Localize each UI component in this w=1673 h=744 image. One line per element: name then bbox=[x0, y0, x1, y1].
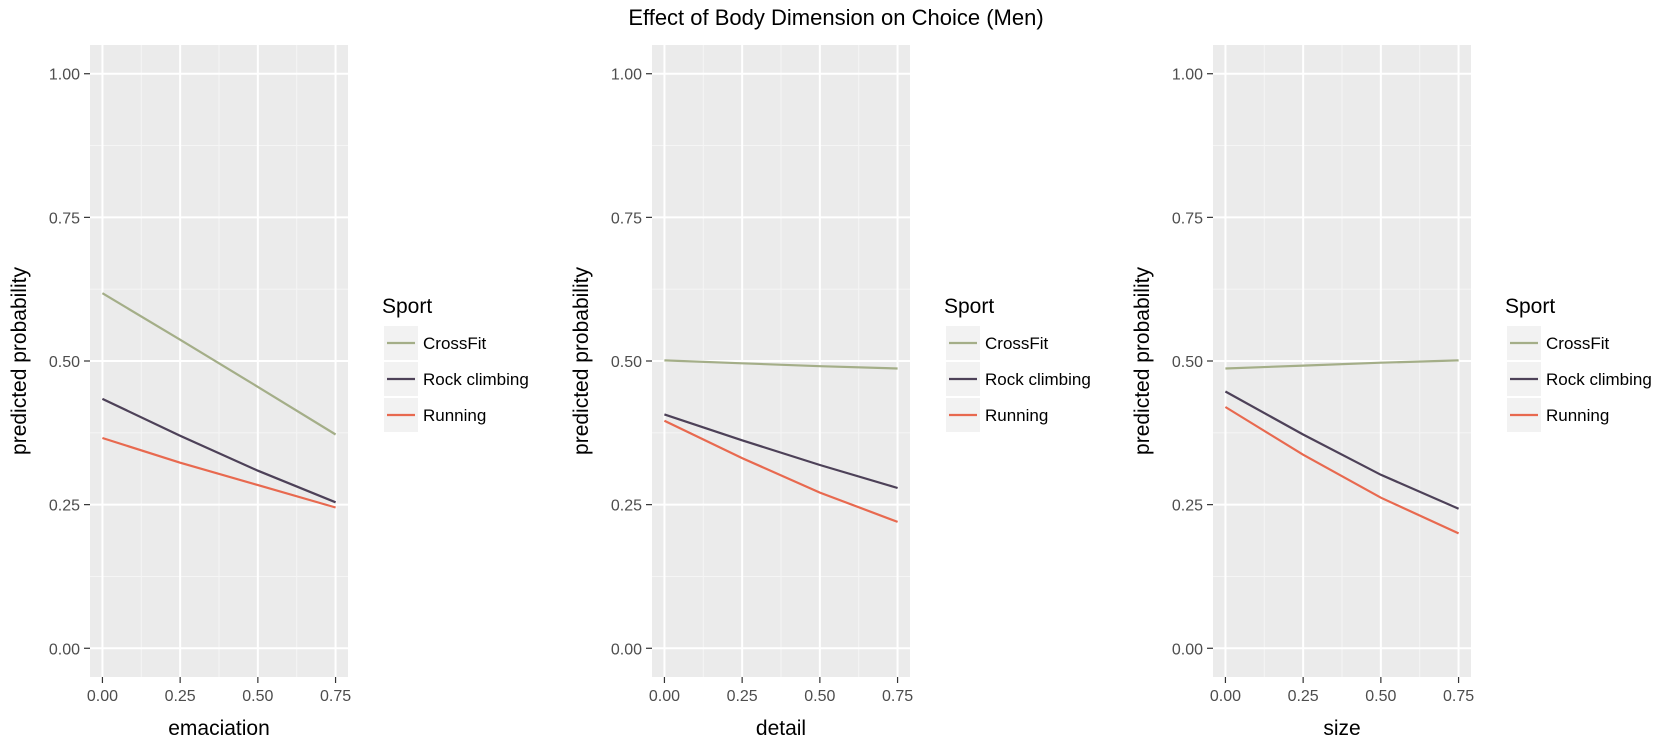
y-tick-label: 0.50 bbox=[611, 354, 642, 371]
x-tick-label: 0.75 bbox=[320, 688, 351, 705]
legend: Sport CrossFit Rock climbing Running bbox=[944, 295, 1091, 432]
y-tick-label: 0.50 bbox=[1172, 354, 1203, 371]
y-tick-label: 0.25 bbox=[1172, 498, 1203, 515]
x-tick-label: 0.25 bbox=[1288, 688, 1319, 705]
panel-2: 0.00 0.25 0.50 0.75 1.00 0.00 0.25 0.50 0.75 deta… bbox=[570, 45, 1091, 740]
panel-3: 0.00 0.25 0.50 0.75 1.00 0.00 0.25 0.50 0.75 size… bbox=[1131, 45, 1652, 740]
x-tick-label: 0.00 bbox=[1210, 688, 1241, 705]
legend-title: Sport bbox=[944, 295, 994, 318]
legend-label: Running bbox=[423, 406, 486, 425]
x-tick-label: 0.00 bbox=[649, 688, 680, 705]
series-line-rock-climbing bbox=[664, 413, 898, 490]
legend-label: Rock climbing bbox=[1546, 370, 1652, 389]
series-line-running bbox=[102, 436, 336, 509]
y-tick-label: 0.75 bbox=[1172, 210, 1203, 227]
x-axis-title: emaciation bbox=[168, 717, 270, 740]
y-tick-label: 0.50 bbox=[49, 354, 80, 371]
series-line-crossfit bbox=[664, 359, 898, 370]
x-tick-label: 0.75 bbox=[1443, 688, 1474, 705]
x-tick-label: 0.00 bbox=[87, 688, 118, 705]
legend-title: Sport bbox=[1505, 295, 1555, 318]
legend: Sport CrossFit Rock climbing Running bbox=[1505, 295, 1652, 432]
legend-label: CrossFit bbox=[1546, 334, 1610, 353]
y-tick-label: 1.00 bbox=[1172, 67, 1203, 84]
x-axis-title: detail bbox=[756, 717, 806, 740]
y-tick-label: 0.25 bbox=[49, 498, 80, 515]
legend-label: Running bbox=[985, 406, 1048, 425]
legend-label: Running bbox=[1546, 406, 1609, 425]
y-tick-label: 1.00 bbox=[49, 67, 80, 84]
y-tick-label: 0.25 bbox=[611, 498, 642, 515]
y-tick-label: 0.00 bbox=[49, 641, 80, 658]
y-tick-label: 1.00 bbox=[611, 67, 642, 84]
legend-label: CrossFit bbox=[423, 334, 487, 353]
panel-1: 0.00 0.25 0.50 0.75 1.00 0.00 0.25 0.50 0.75 emac… bbox=[8, 45, 529, 740]
series-line-running bbox=[663, 419, 898, 523]
legend-label: Rock climbing bbox=[423, 370, 529, 389]
y-tick-label: 0.75 bbox=[611, 210, 642, 227]
y-axis-title: predicted probability bbox=[1131, 267, 1154, 455]
y-axis-title: predicted probability bbox=[570, 267, 593, 455]
series-line-rock-climbing bbox=[101, 397, 337, 504]
y-tick-label: 0.00 bbox=[611, 641, 642, 658]
x-tick-label: 0.50 bbox=[804, 688, 835, 705]
series-line-crossfit bbox=[1225, 359, 1459, 370]
x-tick-label: 0.25 bbox=[727, 688, 758, 705]
x-tick-label: 0.50 bbox=[242, 688, 273, 705]
legend-title: Sport bbox=[382, 295, 432, 318]
x-tick-label: 0.25 bbox=[165, 688, 196, 705]
x-tick-label: 0.50 bbox=[1365, 688, 1396, 705]
legend: Sport CrossFit Rock climbing Running bbox=[382, 295, 529, 432]
x-tick-label: 0.75 bbox=[882, 688, 913, 705]
legend-label: CrossFit bbox=[985, 334, 1049, 353]
y-tick-label: 0.00 bbox=[1172, 641, 1203, 658]
series-line-rock-climbing bbox=[1224, 390, 1460, 510]
main-title: Effect of Body Dimension on Choice (Men) bbox=[628, 5, 1043, 30]
legend-label: Rock climbing bbox=[985, 370, 1091, 389]
series-line-running bbox=[1224, 406, 1460, 535]
series-line-crossfit bbox=[101, 292, 337, 436]
y-tick-label: 0.75 bbox=[49, 210, 80, 227]
x-axis-title: size bbox=[1323, 717, 1360, 740]
y-axis-title: predicted probability bbox=[8, 267, 31, 455]
